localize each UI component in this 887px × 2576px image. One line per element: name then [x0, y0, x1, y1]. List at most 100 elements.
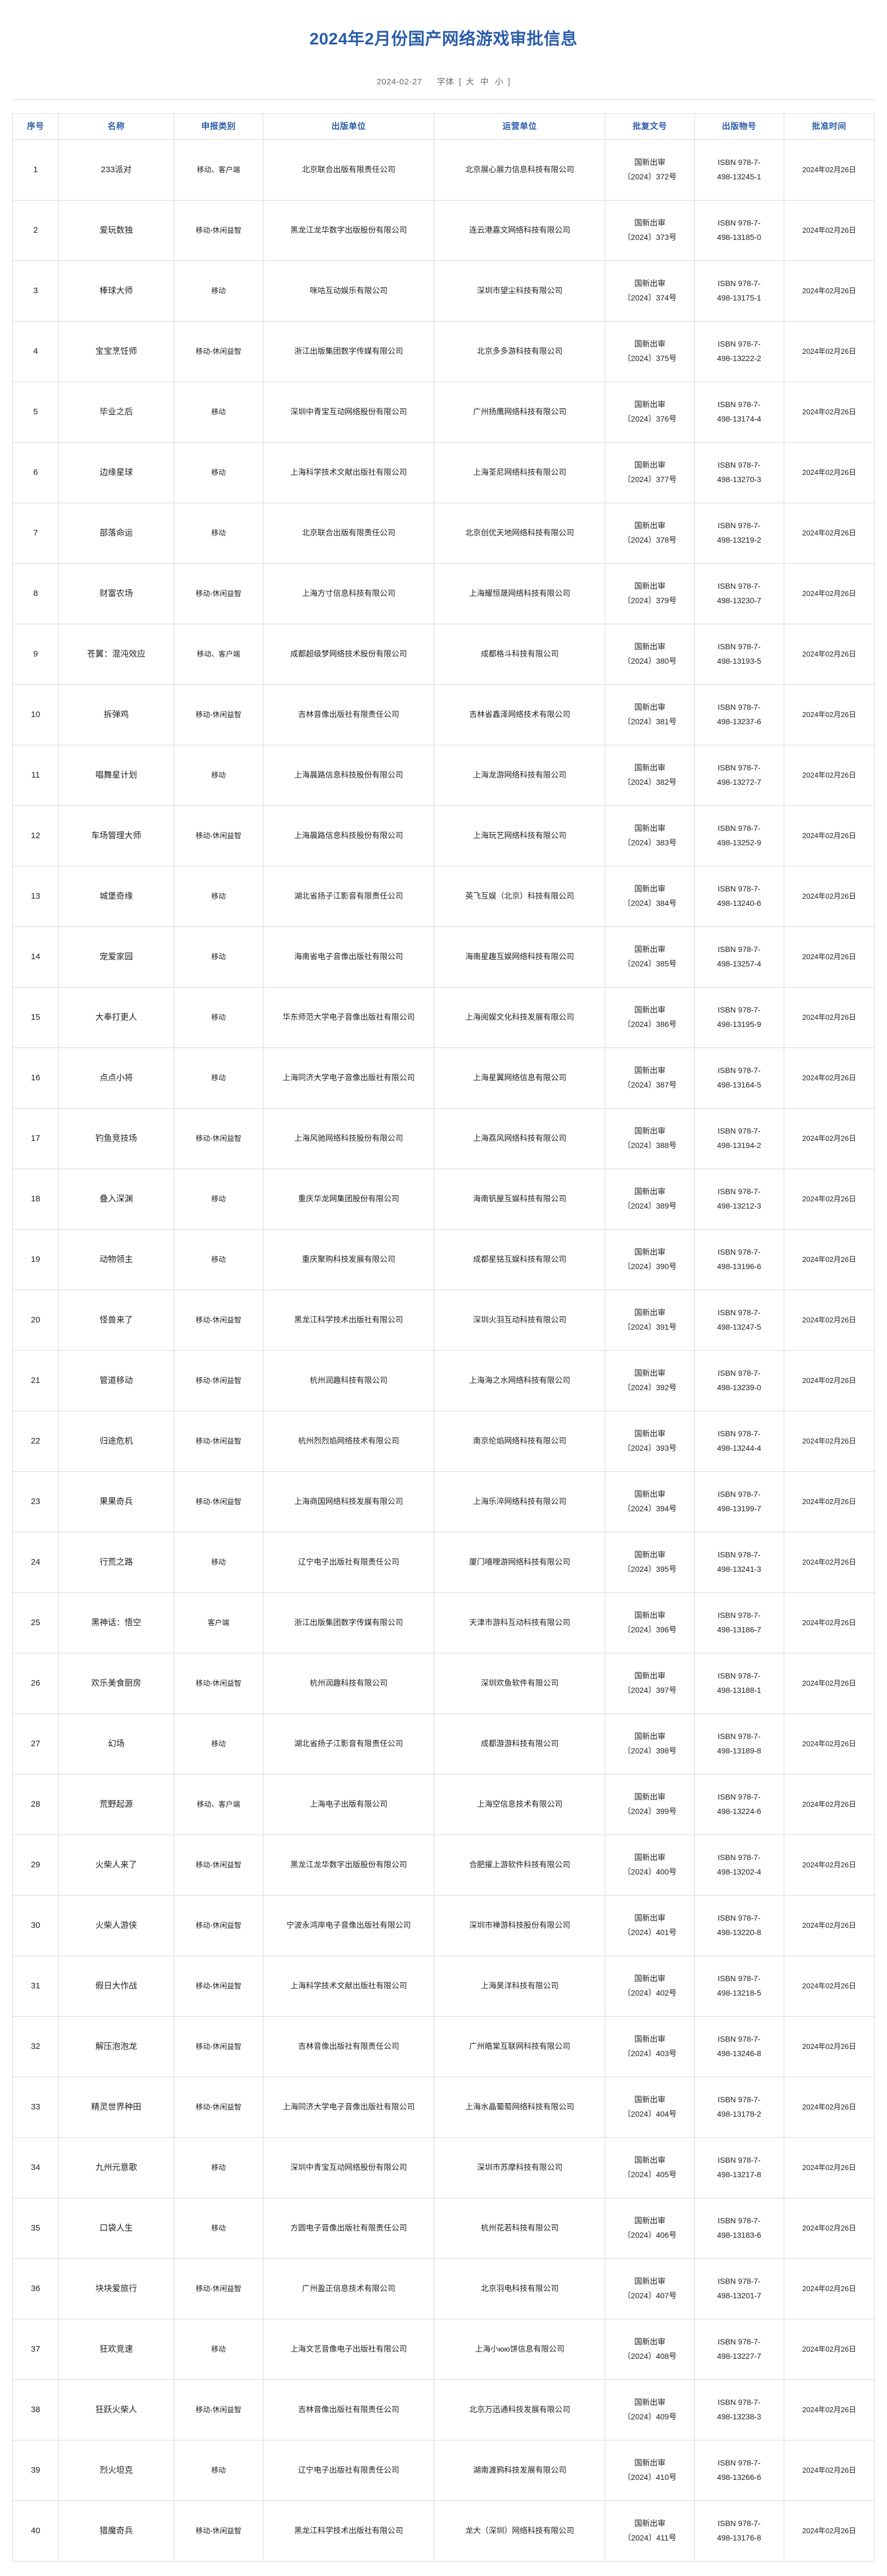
cell-index: 6: [12, 442, 59, 504]
cell-document: 国新出审 〔2024〕376号: [605, 382, 695, 443]
cell-date: 2024年02月26日: [783, 624, 875, 685]
cell-category: 移动-休闲益智: [173, 805, 264, 867]
cell-category: 移动-休闲益智: [173, 2379, 264, 2441]
table-row: 16 点点小将 移动 上海同济大学电子音像出版社有限公司 上海星翼网络信息有限公司 国新出…: [12, 1048, 875, 1109]
cell-document: 国新出审 〔2024〕377号: [605, 442, 695, 504]
cell-publisher: 湖北省扬子江影音有限责任公司: [263, 1713, 435, 1775]
cell-isbn: ISBN 978-7- 498-13201-7: [694, 2258, 784, 2320]
cell-category: 移动: [173, 503, 264, 564]
col-header-category: 申报类别: [173, 113, 264, 141]
cell-document: 国新出审 〔2024〕382号: [605, 745, 695, 806]
table-row: 38 狂跃火柴人 移动-休闲益智 吉林音像出版社有限责任公司 北京万迅通科技发展有限公司…: [12, 2379, 875, 2441]
cell-name: 欢乐美食厨房: [58, 1653, 174, 1715]
cell-date: 2024年02月26日: [783, 1713, 875, 1775]
cell-index: 13: [12, 866, 59, 928]
cell-category: 移动、客户端: [173, 624, 264, 685]
cell-name: 荒野起源: [58, 1774, 174, 1836]
cell-operator: 广州扬鹰网络科技有限公司: [434, 382, 606, 443]
cell-name: 唱舞星计划: [58, 745, 174, 806]
cell-name: 城堡奇缘: [58, 866, 174, 928]
cell-publisher: 吉林音像出版社有限责任公司: [263, 684, 435, 746]
cell-operator: 北京展心展力信息科技有限公司: [434, 139, 606, 201]
cell-publisher: 北京联合出版有限责任公司: [263, 139, 435, 201]
table-row: 33 精灵世界种田 移动-休闲益智 上海同济大学电子音像出版社有限公司 上海水晶葡萄网络…: [12, 2077, 875, 2138]
table-row: 37 狂欢竞速 移动 上海文艺音像电子出版社有限公司 上海小юю饼信息有限公司 国新出审 …: [12, 2319, 875, 2380]
cell-operator: 上海空信息技术有限公司: [434, 1774, 606, 1836]
cell-category: 移动、客户端: [173, 1774, 264, 1836]
cell-publisher: 黑龙江龙华数字出版股份有限公司: [263, 1835, 435, 1896]
cell-date: 2024年02月26日: [783, 866, 875, 928]
cell-date: 2024年02月26日: [783, 1592, 875, 1654]
cell-isbn: ISBN 978-7- 498-13220-8: [694, 1895, 784, 1957]
cell-document: 国新出审 〔2024〕379号: [605, 563, 695, 625]
cell-document: 国新出审 〔2024〕398号: [605, 1713, 695, 1775]
cell-publisher: 辽宁电子出版社有限责任公司: [263, 1532, 435, 1593]
cell-document: 国新出审 〔2024〕399号: [605, 1774, 695, 1836]
cell-category: 移动-休闲益智: [173, 2016, 264, 2078]
col-header-isbn: 出版物号: [694, 113, 784, 141]
cell-name: 大奉打更人: [58, 987, 174, 1049]
cell-category: 移动-休闲益智: [173, 1653, 264, 1715]
cell-name: 财富农场: [58, 563, 174, 625]
cell-operator: 上海荃尼网络科技有限公司: [434, 442, 606, 504]
cell-operator: 成都游游科技有限公司: [434, 1713, 606, 1775]
cell-name: 部落命运: [58, 503, 174, 564]
cell-index: 10: [12, 684, 59, 746]
cell-publisher: 吉林音像出版社有限责任公司: [263, 2379, 435, 2441]
cell-publisher: 上海晨路信息科技股份有限公司: [263, 805, 435, 867]
font-size-medium-button[interactable]: 中: [480, 77, 489, 87]
cell-document: 国新出审 〔2024〕383号: [605, 805, 695, 867]
cell-publisher: 吉林音像出版社有限责任公司: [263, 2016, 435, 2078]
cell-document: 国新出审 〔2024〕397号: [605, 1653, 695, 1715]
cell-operator: 上海水晶葡萄网络科技有限公司: [434, 2077, 606, 2138]
cell-operator: 上海星翼网络信息有限公司: [434, 1048, 606, 1109]
cell-document: 国新出审 〔2024〕408号: [605, 2319, 695, 2380]
cell-operator: 上海乐淬网络科技有限公司: [434, 1471, 606, 1533]
cell-name: 233派对: [58, 139, 174, 201]
table-row: 13 城堡奇缘 移动 湖北省扬子江影音有限责任公司 英飞互娱（北京）科技有限公司 国新出审…: [12, 866, 875, 928]
cell-name: 火柴人来了: [58, 1835, 174, 1896]
cell-category: 移动-休闲益智: [173, 1471, 264, 1533]
cell-date: 2024年02月26日: [783, 2137, 875, 2199]
cell-index: 22: [12, 1411, 59, 1472]
cell-isbn: ISBN 978-7- 498-13246-8: [694, 2016, 784, 2078]
cell-name: 管道移动: [58, 1350, 174, 1412]
cell-publisher: 上海商国网络科技发展有限公司: [263, 1471, 435, 1533]
cell-date: 2024年02月26日: [783, 139, 875, 201]
table-row: 11 唱舞星计划 移动 上海晨路信息科技股份有限公司 上海龙游网络科技有限公司 国新出审 …: [12, 745, 875, 806]
cell-document: 国新出审 〔2024〕373号: [605, 200, 695, 262]
cell-operator: 上海龙游网络科技有限公司: [434, 745, 606, 806]
cell-publisher: 黑龙江科学技术出版社有限公司: [263, 1290, 435, 1351]
cell-category: 移动-休闲益智: [173, 2077, 264, 2138]
cell-date: 2024年02月26日: [783, 745, 875, 806]
cell-document: 国新出审 〔2024〕410号: [605, 2440, 695, 2502]
cell-index: 40: [12, 2500, 59, 2562]
table-row: 8 财富农场 移动-休闲益智 上海方寸信息科技有限公司 上海耀恒晟网络科技有限公司 国新出…: [12, 563, 875, 625]
font-size-small-button[interactable]: 小: [494, 77, 504, 87]
cell-index: 27: [12, 1713, 59, 1775]
cell-publisher: 浙江出版集团数字传媒有限公司: [263, 321, 435, 383]
cell-isbn: ISBN 978-7- 498-13224-6: [694, 1774, 784, 1836]
cell-date: 2024年02月26日: [783, 1835, 875, 1896]
cell-name: 棒球大师: [58, 260, 174, 322]
cell-publisher: 北京联合出版有限责任公司: [263, 503, 435, 564]
table-row: 29 火柴人来了 移动-休闲益智 黑龙江龙华数字出版股份有限公司 合肥擢上游软件科技有限…: [12, 1835, 875, 1896]
cell-isbn: ISBN 978-7- 498-13244-4: [694, 1411, 784, 1472]
cell-isbn: ISBN 978-7- 498-13222-2: [694, 321, 784, 383]
cell-category: 移动-休闲益智: [173, 2258, 264, 2320]
cell-operator: 上海小юю饼信息有限公司: [434, 2319, 606, 2380]
cell-operator: 英飞互娱（北京）科技有限公司: [434, 866, 606, 928]
cell-category: 移动-休闲益智: [173, 1835, 264, 1896]
cell-index: 20: [12, 1290, 59, 1351]
cell-isbn: ISBN 978-7- 498-13164-5: [694, 1048, 784, 1109]
cell-category: 移动-休闲益智: [173, 1411, 264, 1472]
table-row: 21 管道移动 移动-休闲益智 杭州润趣科技有限公司 上海海之水网络科技有限公司 国新出审…: [12, 1350, 875, 1412]
cell-publisher: 深圳中青宝互动网络股份有限公司: [263, 2137, 435, 2199]
cell-index: 4: [12, 321, 59, 383]
cell-category: 移动: [173, 2319, 264, 2380]
cell-name: 口袋人生: [58, 2198, 174, 2259]
cell-index: 24: [12, 1532, 59, 1593]
cell-date: 2024年02月26日: [783, 2198, 875, 2259]
font-size-large-button[interactable]: 大: [465, 77, 475, 87]
cell-date: 2024年02月26日: [783, 987, 875, 1049]
